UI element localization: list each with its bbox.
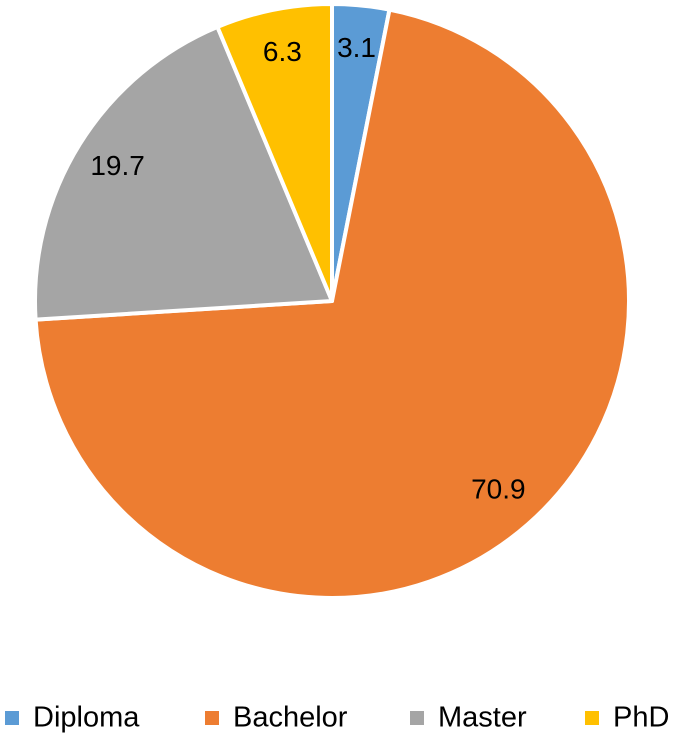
data-label: 19.7 — [90, 150, 145, 181]
legend-label: Diploma — [33, 702, 140, 734]
data-label: 6.3 — [263, 36, 302, 67]
legend-swatch — [205, 711, 219, 725]
legend-label: PhD — [613, 702, 669, 734]
data-label: 70.9 — [471, 473, 526, 504]
pie-slice — [33, 7, 631, 600]
pie-slice — [215, 2, 334, 303]
pie-slice — [33, 24, 334, 322]
legend-swatch — [585, 711, 599, 725]
legend-swatch — [410, 711, 424, 725]
data-label: 3.1 — [337, 32, 376, 63]
legend-label: Bachelor — [233, 702, 348, 734]
legend-label: Master — [438, 702, 527, 734]
legend-swatch — [5, 711, 19, 725]
